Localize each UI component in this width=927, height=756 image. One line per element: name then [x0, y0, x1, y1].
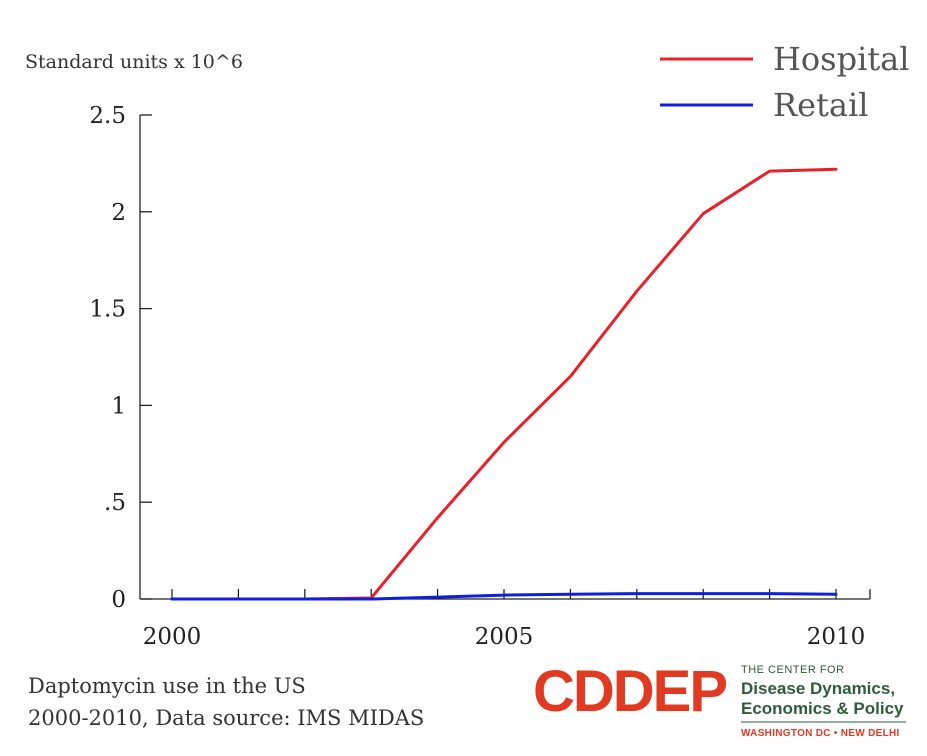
series-line-retail [170, 592, 838, 601]
logo-small-text: THE CENTER FOR [741, 664, 845, 676]
legend-label-hospital: Hospital [773, 40, 909, 78]
y-tick-label: 1.5 [89, 297, 126, 323]
caption-line-1: Daptomycin use in the US [28, 674, 306, 698]
cddep-logo: CDDEP THE CENTER FOR Disease Dynamics, E… [533, 659, 906, 739]
series-lines [170, 167, 838, 601]
y-axis-title: Standard units x 10^6 [25, 51, 243, 73]
y-tick-label: .5 [104, 490, 126, 516]
legend: Hospital Retail [660, 40, 909, 124]
logo-line-2: Economics & Policy [741, 699, 904, 718]
caption-line-2: 2000-2010, Data source: IMS MIDAS [28, 706, 424, 730]
y-tick-label: 1 [111, 393, 126, 419]
x-tick-label: 2000 [143, 624, 202, 650]
x-tick-label: 2005 [475, 624, 534, 650]
logo-line-1: Disease Dynamics, [741, 679, 895, 698]
legend-label-retail: Retail [773, 86, 868, 124]
caption: Daptomycin use in the US 2000-2010, Data… [28, 674, 424, 730]
logo-footer: WASHINGTON DC • NEW DELHI [741, 728, 900, 739]
y-tick-label: 2.5 [89, 103, 126, 129]
axes: 0 .5 1 1.5 2 2.5 2000 2005 2010 [89, 103, 871, 650]
x-tick-label: 2010 [807, 624, 866, 650]
y-tick-label: 0 [111, 587, 126, 613]
logo-acronym: CDDEP [533, 659, 726, 724]
series-line-hospital [170, 167, 838, 601]
y-tick-label: 2 [111, 200, 126, 226]
